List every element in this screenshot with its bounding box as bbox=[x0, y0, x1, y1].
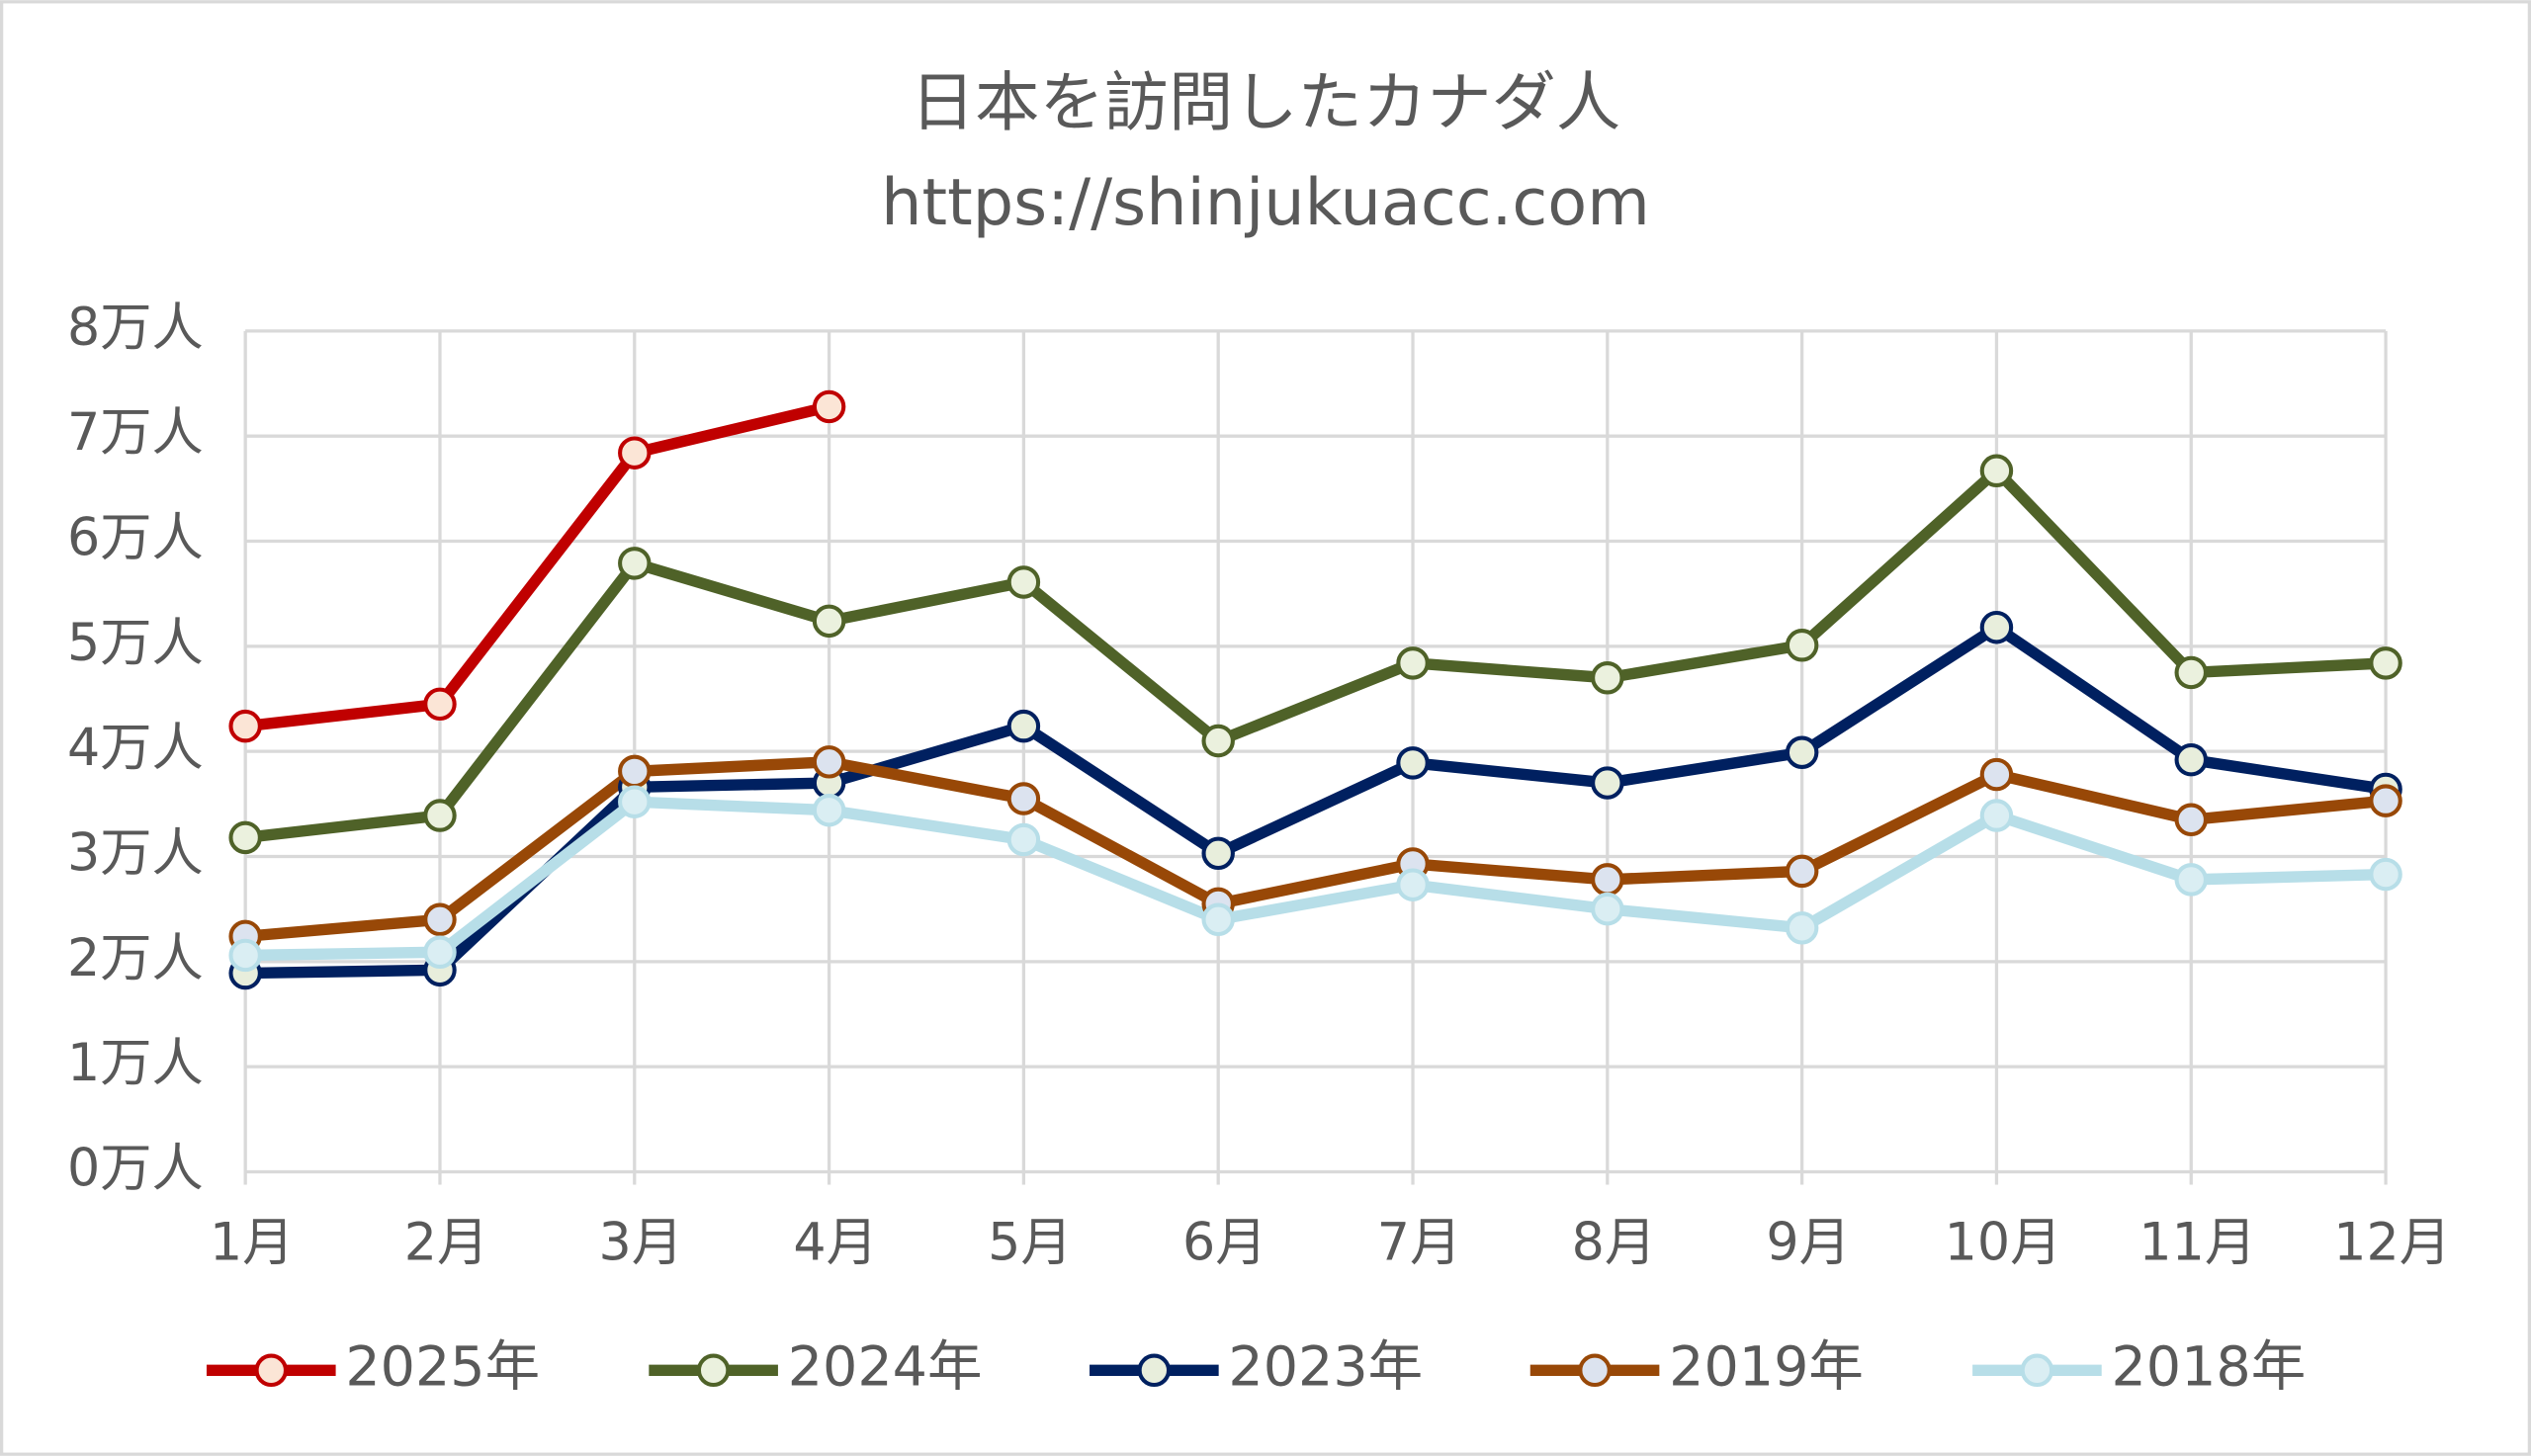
data-point bbox=[1006, 709, 1041, 743]
legend-label: 2019年 bbox=[1669, 1334, 1864, 1399]
data-point bbox=[1591, 661, 1624, 695]
data-point bbox=[228, 709, 262, 743]
data-point bbox=[2174, 863, 2208, 897]
data-point bbox=[618, 436, 652, 470]
data-point bbox=[1979, 454, 2014, 488]
data-point bbox=[423, 935, 457, 969]
series-line bbox=[244, 465, 2387, 844]
chart-subtitle: https://shinjukuacc.com bbox=[881, 165, 1650, 240]
x-tick-label: 7月 bbox=[1377, 1214, 1461, 1273]
data-point bbox=[1201, 902, 1235, 937]
y-tick-label: 8万人 bbox=[67, 299, 204, 358]
data-point bbox=[1591, 766, 1624, 800]
x-tick-label: 9月 bbox=[1766, 1214, 1850, 1273]
data-point bbox=[618, 785, 652, 818]
legend-label: 2025年 bbox=[345, 1334, 540, 1399]
legend-marker bbox=[696, 1353, 731, 1388]
data-point bbox=[1785, 629, 1819, 662]
data-point bbox=[1006, 822, 1041, 857]
data-point bbox=[812, 389, 846, 424]
legend-label: 2023年 bbox=[1228, 1334, 1423, 1399]
legend-marker bbox=[254, 1353, 289, 1388]
x-tick-label: 1月 bbox=[210, 1214, 294, 1273]
x-tick-label: 2月 bbox=[404, 1214, 488, 1273]
data-point bbox=[2174, 655, 2208, 690]
x-tick-label: 12月 bbox=[2333, 1214, 2451, 1273]
x-tick-label: 6月 bbox=[1182, 1214, 1266, 1273]
data-point bbox=[423, 687, 457, 722]
data-point bbox=[1201, 724, 1235, 758]
series-line bbox=[245, 621, 2387, 980]
x-tick-label: 3月 bbox=[599, 1214, 683, 1273]
series-line bbox=[244, 400, 830, 732]
series-line bbox=[244, 756, 2387, 943]
chart-title: 日本を訪問したカナダ人 bbox=[911, 65, 1620, 140]
data-point bbox=[1591, 863, 1624, 897]
data-point bbox=[2369, 857, 2402, 892]
data-point bbox=[2369, 646, 2402, 680]
data-point bbox=[812, 745, 846, 779]
data-point bbox=[618, 547, 652, 580]
y-tick-label: 7万人 bbox=[67, 403, 204, 463]
data-point bbox=[423, 799, 457, 832]
series-line bbox=[245, 796, 2387, 962]
x-tick-label: 10月 bbox=[1945, 1214, 2062, 1273]
y-tick-label: 5万人 bbox=[67, 614, 204, 673]
data-point bbox=[812, 793, 846, 827]
data-point bbox=[1396, 746, 1430, 780]
data-point bbox=[2174, 742, 2208, 777]
data-point bbox=[2369, 784, 2402, 817]
data-point bbox=[1006, 565, 1041, 599]
data-point bbox=[1396, 646, 1430, 680]
data-point bbox=[1396, 868, 1430, 901]
x-tick-label: 8月 bbox=[1572, 1214, 1656, 1273]
x-tick-label: 5月 bbox=[988, 1214, 1072, 1273]
x-tick-label: 4月 bbox=[793, 1214, 877, 1273]
data-point bbox=[812, 604, 846, 639]
data-point bbox=[423, 902, 457, 937]
legend-marker bbox=[1578, 1353, 1612, 1388]
y-tick-label: 4万人 bbox=[67, 719, 204, 778]
legend-marker bbox=[2020, 1353, 2054, 1388]
data-point bbox=[1006, 782, 1041, 815]
data-point bbox=[1201, 836, 1235, 871]
legend-label: 2018年 bbox=[2112, 1334, 2307, 1399]
y-tick-label: 1万人 bbox=[67, 1034, 204, 1093]
data-point bbox=[2174, 803, 2208, 837]
legend-marker bbox=[1137, 1353, 1172, 1388]
y-tick-label: 2万人 bbox=[67, 929, 204, 988]
data-point bbox=[1979, 757, 2014, 792]
data-point bbox=[228, 820, 262, 855]
x-tick-label: 11月 bbox=[2138, 1214, 2256, 1273]
y-tick-label: 0万人 bbox=[67, 1139, 204, 1198]
y-tick-label: 3万人 bbox=[67, 823, 204, 883]
data-point bbox=[618, 754, 652, 789]
legend-label: 2024年 bbox=[788, 1334, 983, 1399]
data-point bbox=[1591, 892, 1624, 926]
data-point bbox=[1785, 911, 1819, 945]
data-point bbox=[228, 938, 262, 973]
data-point bbox=[1785, 735, 1819, 769]
data-point bbox=[1979, 799, 2014, 832]
data-point bbox=[1979, 610, 2014, 644]
data-point bbox=[1785, 854, 1819, 889]
y-tick-label: 6万人 bbox=[67, 509, 204, 568]
